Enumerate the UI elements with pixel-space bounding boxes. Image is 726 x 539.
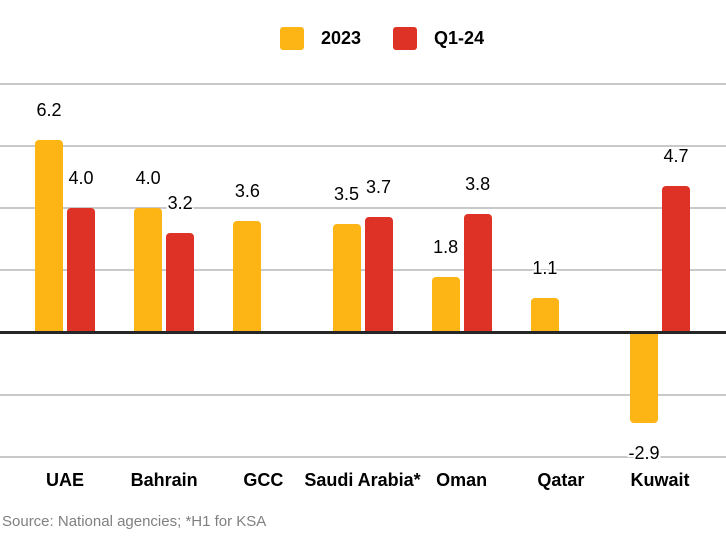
legend-label-q1-24: Q1-24 (434, 28, 485, 48)
legend-swatch-2023-icon (280, 27, 304, 50)
value-label-Q1-24-Saudi Arabia*: 3.7 (365, 177, 392, 198)
legend-label-2023: 2023 (321, 28, 362, 48)
bar-2023-Bahrain (134, 208, 163, 333)
bar-Q1-24-Saudi Arabia* (364, 217, 393, 333)
legend-swatch-q1-24-icon (393, 27, 418, 50)
category-label-Kuwait: Kuwait (630, 470, 690, 490)
bar-2023-Kuwait (630, 334, 659, 423)
gridline-6 (0, 144, 726, 147)
bar-Q1-24-UAE (67, 208, 95, 333)
bar-2023-Qatar (530, 298, 559, 333)
gridline--4 (0, 455, 726, 458)
gridline-2 (0, 269, 726, 272)
bar-2023-Oman (431, 276, 460, 333)
bar-Q1-24-Bahrain (166, 232, 195, 333)
category-label-Saudi Arabia*: Saudi Arabia* (304, 470, 421, 490)
value-label-Q1-24-UAE: 4.0 (68, 168, 94, 189)
zero-axis-line (0, 331, 726, 334)
value-label-2023-UAE: 6.2 (36, 99, 62, 120)
value-label-2023-Kuwait: -2.9 (628, 442, 660, 463)
bar-2023-Saudi Arabia* (332, 223, 361, 333)
value-label-Q1-24-Bahrain: 3.2 (167, 192, 193, 213)
bar-Q1-24-Kuwait (662, 186, 691, 333)
value-label-2023-Bahrain: 4.0 (135, 168, 161, 189)
value-label-2023-Oman: 1.8 (433, 236, 459, 257)
category-label-Oman: Oman (436, 470, 488, 490)
value-label-Q1-24-Oman: 3.8 (465, 174, 491, 195)
bar-2023-UAE (35, 139, 63, 333)
gridline-4 (0, 207, 726, 210)
legend-item-2023: 2023 (280, 27, 361, 50)
category-label-Qatar: Qatar (537, 470, 585, 490)
value-label-2023-Saudi Arabia*: 3.5 (333, 183, 360, 204)
gridline-8 (0, 82, 726, 85)
bar-2023-GCC (233, 220, 262, 333)
category-label-GCC: GCC (243, 470, 284, 490)
legend-item-q1-24: Q1-24 (393, 27, 484, 50)
chart-legend: 2023 Q1-24 (280, 27, 484, 50)
value-label-2023-Qatar: 1.1 (532, 258, 558, 279)
gridline--2 (0, 393, 726, 396)
value-label-2023-GCC: 3.6 (234, 180, 260, 201)
category-label-UAE: UAE (45, 470, 84, 490)
category-label-Bahrain: Bahrain (130, 470, 198, 490)
value-label-Q1-24-Kuwait: 4.7 (663, 146, 689, 167)
source-note: Source: National agencies; *H1 for KSA (2, 513, 267, 530)
bar-Q1-24-Oman (463, 214, 492, 333)
